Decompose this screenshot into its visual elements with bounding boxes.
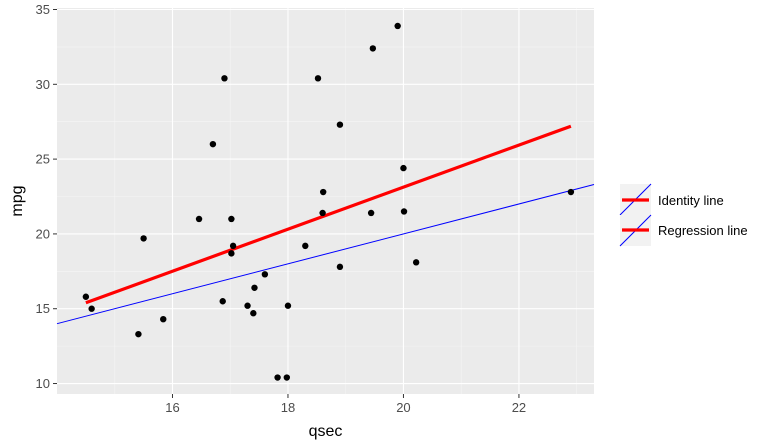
x-axis-title: qsec [309,423,343,440]
plot-panel [57,8,594,394]
y-tick-label: 15 [36,301,50,316]
x-axis-ticks: 16 18 20 22 [165,394,526,415]
data-point [140,235,147,242]
data-point [302,242,309,250]
data-point [228,250,235,257]
point-layer [82,22,575,381]
data-point [274,374,281,381]
data-point [219,298,226,305]
data-point [135,330,142,338]
x-tick-label: 22 [512,400,526,415]
data-point [319,188,327,196]
data-point [251,284,258,291]
data-point [319,209,326,217]
regression-line [85,124,572,305]
y-tick-label: 10 [36,376,50,391]
y-tick-label: 30 [36,77,50,92]
x-tick-label: 18 [281,400,295,415]
major-gridlines [57,8,594,394]
data-point [394,22,401,30]
y-tick-label: 35 [36,2,50,17]
data-point [400,208,408,215]
data-point [160,315,167,323]
data-point [195,215,203,223]
data-point [336,263,344,271]
y-axis-title: mpg [9,185,26,216]
legend-label-identity-line: Identity line [658,193,724,208]
data-point [88,305,95,312]
data-point [261,271,269,278]
data-point [221,75,228,82]
line-layer [56,124,595,325]
x-tick-label: 16 [165,400,179,415]
y-tick-label: 20 [36,226,50,241]
identity-line [56,184,595,325]
data-point [412,259,420,266]
data-point [367,209,375,217]
data-point [314,75,322,82]
data-point [284,302,292,309]
data-point [369,45,377,52]
legend-item-identity-line: Identity line [619,183,724,216]
data-point [228,215,235,223]
data-point [209,140,217,148]
data-point [336,121,344,128]
data-point [82,293,90,300]
data-point [229,242,237,250]
minor-gridlines [57,8,594,394]
data-point [250,310,257,317]
data-point [400,164,407,172]
data-point [283,374,291,381]
x-tick-label: 20 [396,400,410,415]
legend-label-regression-line: Regression line [658,223,748,238]
y-axis-ticks: 10 15 20 25 30 35 [36,2,57,391]
data-point [567,188,575,196]
data-point [244,302,251,309]
legend: Identity line Regression line [619,183,748,247]
y-tick-label: 25 [36,152,50,167]
legend-item-regression-line: Regression line [619,214,748,247]
